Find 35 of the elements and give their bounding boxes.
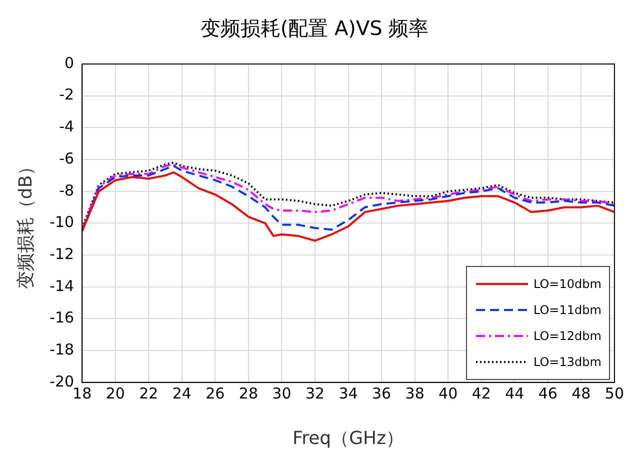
y-tick-label: -4 xyxy=(59,118,74,136)
chart-title: 变频损耗(配置 A)VS 频率 xyxy=(200,16,429,40)
x-tick-label: 26 xyxy=(206,384,225,402)
y-tick-label: -10 xyxy=(50,213,74,232)
x-tick-label: 48 xyxy=(572,384,591,402)
x-tick-label: 38 xyxy=(405,384,424,402)
y-axis-title: 变频损耗（dB） xyxy=(15,157,36,290)
y-tick-label: -2 xyxy=(59,86,74,104)
legend-label: LO=11dbm xyxy=(533,303,602,318)
x-tick-label: 20 xyxy=(106,384,125,402)
legend-label: LO=12dbm xyxy=(533,329,602,344)
y-tick-label: -18 xyxy=(50,340,74,358)
x-tick-label: 28 xyxy=(238,384,258,402)
x-tick-label: 34 xyxy=(338,384,358,402)
x-tick-label: 30 xyxy=(272,384,292,402)
y-tick-label: 0 xyxy=(64,54,74,72)
y-tick-label: -12 xyxy=(50,244,74,263)
y-tick-label: -6 xyxy=(59,149,74,168)
y-tick-label: -20 xyxy=(50,372,74,390)
y-tick-label: -14 xyxy=(50,276,74,295)
x-tick-label: 40 xyxy=(438,384,458,402)
x-tick-label: 42 xyxy=(472,384,491,402)
x-tick-label: 36 xyxy=(372,384,392,402)
y-tick-label: -8 xyxy=(59,181,74,200)
legend-label: LO=10dbm xyxy=(533,277,602,292)
x-axis-title: Freq（GHz） xyxy=(292,428,404,449)
x-tick-label: 22 xyxy=(139,384,158,402)
legend-label: LO=13dbm xyxy=(533,355,602,370)
x-tick-label: 24 xyxy=(172,384,192,402)
x-tick-label: 18 xyxy=(72,384,92,402)
y-tick-label: -16 xyxy=(50,308,74,327)
x-tick-label: 46 xyxy=(538,384,558,402)
x-tick-label: 44 xyxy=(505,384,524,402)
x-tick-label: 50 xyxy=(604,384,624,402)
x-tick-label: 32 xyxy=(305,384,325,402)
